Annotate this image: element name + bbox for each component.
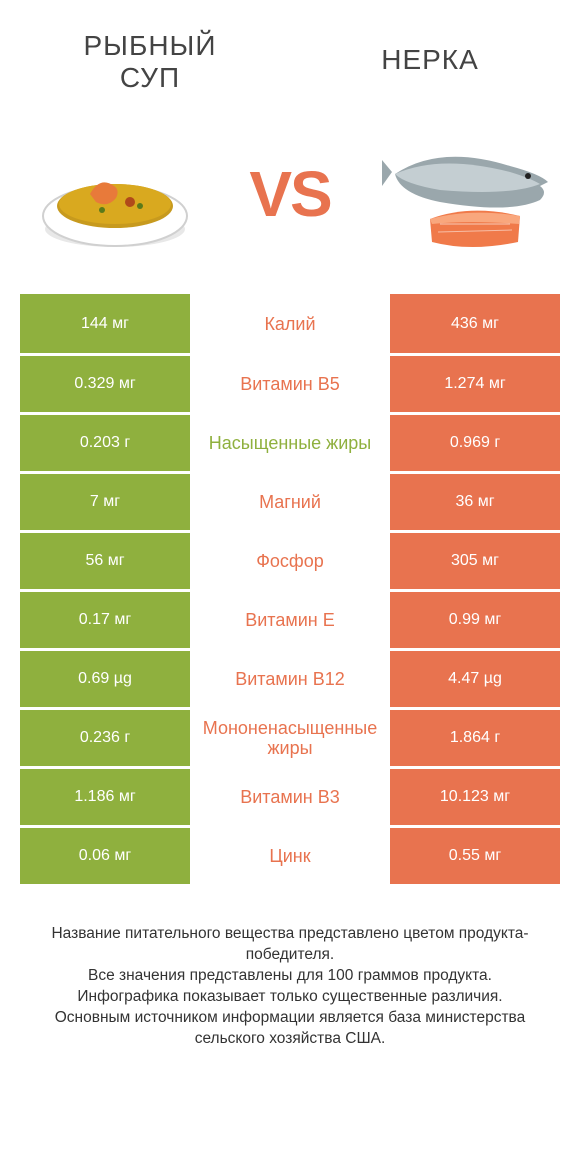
- right-value-cell: 0.969 г: [390, 415, 560, 471]
- nutrient-name-cell: Витамин B5: [190, 356, 390, 412]
- left-value-cell: 0.329 мг: [20, 356, 190, 412]
- table-row: 56 мгФосфор305 мг: [20, 530, 560, 589]
- images-row: VS: [0, 104, 580, 294]
- nutrient-name-cell: Витамин B12: [190, 651, 390, 707]
- right-value-cell: 10.123 мг: [390, 769, 560, 825]
- table-row: 0.06 мгЦинк0.55 мг: [20, 825, 560, 884]
- right-value-cell: 0.55 мг: [390, 828, 560, 884]
- right-value-cell: 0.99 мг: [390, 592, 560, 648]
- nutrient-name-cell: Калий: [190, 294, 390, 353]
- table-row: 1.186 мгВитамин B310.123 мг: [20, 766, 560, 825]
- nutrient-name-cell: Магний: [190, 474, 390, 530]
- left-product-title: РЫБНЫЙ СУП: [50, 30, 250, 94]
- footer-line: Основным источником информации является …: [30, 1008, 550, 1050]
- table-row: 144 мгКалий436 мг: [20, 294, 560, 353]
- nutrient-name-cell: Витамин B3: [190, 769, 390, 825]
- nutrient-name-cell: Цинк: [190, 828, 390, 884]
- table-row: 0.203 гНасыщенные жиры0.969 г: [20, 412, 560, 471]
- left-value-cell: 0.236 г: [20, 710, 190, 766]
- left-value-cell: 1.186 мг: [20, 769, 190, 825]
- right-product-image: [380, 124, 550, 264]
- comparison-table: 144 мгКалий436 мг0.329 мгВитамин B51.274…: [20, 294, 560, 884]
- right-value-cell: 36 мг: [390, 474, 560, 530]
- left-value-cell: 0.06 мг: [20, 828, 190, 884]
- left-value-cell: 144 мг: [20, 294, 190, 353]
- right-product-title: НЕРКА: [330, 30, 530, 76]
- footer-line: Все значения представлены для 100 граммо…: [30, 966, 550, 987]
- footer-note: Название питательного вещества представл…: [0, 884, 580, 1050]
- nutrient-name-cell: Насыщенные жиры: [190, 415, 390, 471]
- left-value-cell: 0.17 мг: [20, 592, 190, 648]
- nutrient-name-cell: Мононенасыщенные жиры: [190, 710, 390, 766]
- table-row: 7 мгМагний36 мг: [20, 471, 560, 530]
- table-row: 0.17 мгВитамин E0.99 мг: [20, 589, 560, 648]
- right-value-cell: 436 мг: [390, 294, 560, 353]
- header: РЫБНЫЙ СУП НЕРКА: [0, 0, 580, 104]
- right-value-cell: 1.274 мг: [390, 356, 560, 412]
- left-value-cell: 0.69 µg: [20, 651, 190, 707]
- right-value-cell: 305 мг: [390, 533, 560, 589]
- nutrient-name-cell: Фосфор: [190, 533, 390, 589]
- left-value-cell: 56 мг: [20, 533, 190, 589]
- table-row: 0.329 мгВитамин B51.274 мг: [20, 353, 560, 412]
- table-row: 0.69 µgВитамин B124.47 µg: [20, 648, 560, 707]
- left-value-cell: 0.203 г: [20, 415, 190, 471]
- right-value-cell: 1.864 г: [390, 710, 560, 766]
- table-row: 0.236 гМононенасыщенные жиры1.864 г: [20, 707, 560, 766]
- vs-label: VS: [249, 157, 330, 231]
- nutrient-name-cell: Витамин E: [190, 592, 390, 648]
- footer-line: Название питательного вещества представл…: [30, 924, 550, 966]
- left-product-image: [30, 124, 200, 264]
- footer-line: Инфографика показывает только существенн…: [30, 987, 550, 1008]
- left-value-cell: 7 мг: [20, 474, 190, 530]
- right-value-cell: 4.47 µg: [390, 651, 560, 707]
